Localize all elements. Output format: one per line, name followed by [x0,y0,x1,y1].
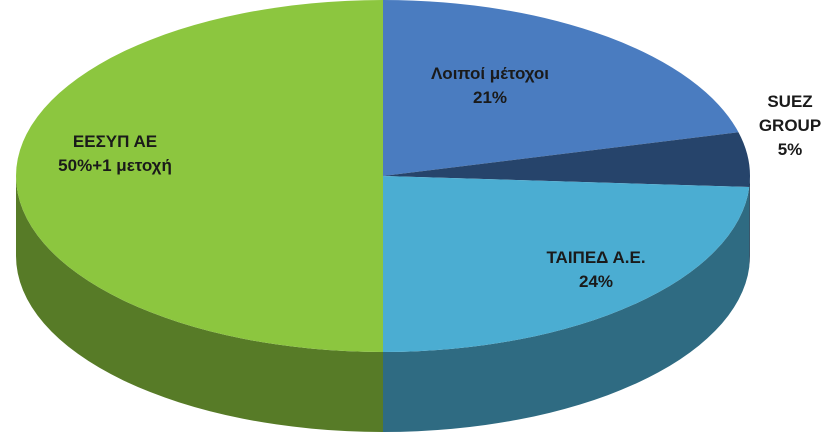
value-label: 50%+1 μετοχή [58,156,172,175]
slice [383,0,739,176]
slice [383,176,750,352]
slice-side [383,187,750,432]
value-label: 5% [777,140,803,159]
slice-label: ΕΕΣΥΠ ΑΕ 50%+1 μετοχή [5,130,225,178]
slice-label: Λοιποί μέτοχοι 21% [380,62,600,110]
category-label: SUEZ GROUP [758,92,822,135]
slice [16,0,383,352]
category-label: ΕΕΣΥΠ ΑΕ [72,132,158,151]
slice [383,132,750,188]
slice-label: ΤΑΙΠΕΔ Α.Ε. 24% [496,246,696,294]
value-label: 24% [578,272,614,291]
category-label: Λοιποί μέτοχοι [430,64,550,83]
slice-side [16,176,383,432]
category-label: ΤΑΙΠΕΔ Α.Ε. [546,248,646,267]
value-label: 21% [472,88,508,107]
slice-label: SUEZ GROUP 5% [755,90,825,162]
slice-side [749,176,750,268]
